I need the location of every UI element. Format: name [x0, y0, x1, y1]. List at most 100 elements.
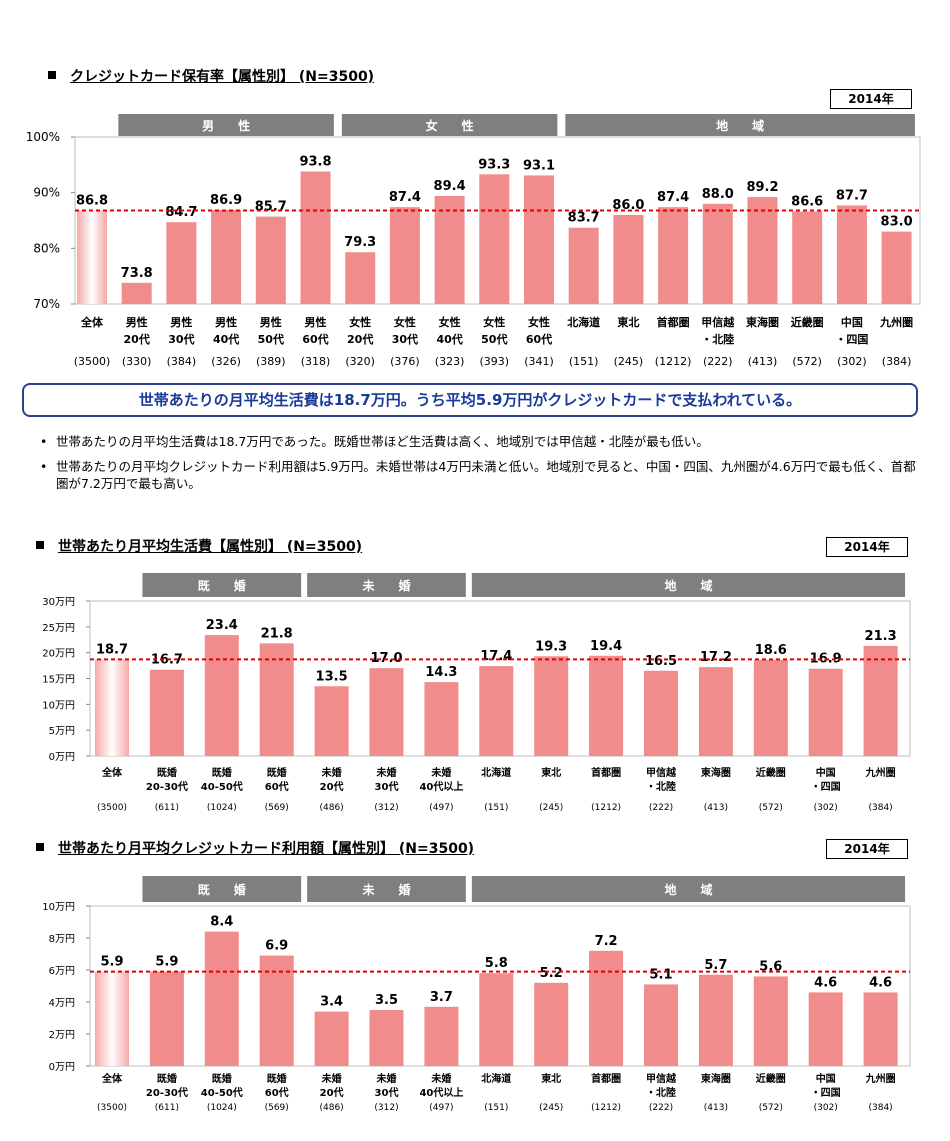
- category-label: 男性: [126, 315, 148, 329]
- category-label: 既婚: [157, 1072, 177, 1085]
- data-label: 5.8: [485, 956, 508, 971]
- category-label: 首都圏: [657, 315, 690, 329]
- category-label-line2: 20代: [320, 1086, 344, 1099]
- sample-count-label: (413): [748, 355, 778, 368]
- sample-count-label: (413): [704, 1103, 728, 1113]
- category-label-line2: 20-30代: [146, 1086, 188, 1099]
- data-label: 89.2: [746, 180, 778, 195]
- sample-count-label: (245): [614, 355, 644, 368]
- data-label: 5.7: [704, 958, 727, 973]
- group-header-bar: [142, 876, 302, 902]
- sample-count-label: (1212): [591, 1103, 621, 1113]
- section1-title: クレジットカード保有率【属性別】 (N=3500): [48, 66, 374, 86]
- category-label-line2: ・北陸: [646, 780, 676, 793]
- bar: [149, 971, 184, 1066]
- data-label: 5.2: [540, 966, 563, 981]
- data-label: 14.3: [425, 665, 457, 680]
- sample-count-label: (569): [265, 1103, 289, 1113]
- data-label: 4.6: [869, 975, 892, 990]
- category-label: 既婚: [157, 766, 177, 779]
- sample-count-label: (341): [524, 355, 554, 368]
- group-header-label: 既 婚: [198, 882, 246, 897]
- group-header-bar: [471, 876, 906, 902]
- data-label: 79.3: [344, 235, 376, 250]
- sample-count-label: (302): [814, 1103, 838, 1113]
- y-tick-label: 30万円: [42, 597, 75, 608]
- sample-count-label: (486): [319, 1103, 343, 1113]
- data-label: 86.8: [76, 193, 108, 208]
- data-label: 89.4: [434, 179, 466, 194]
- y-tick-label: 8万円: [49, 934, 75, 945]
- category-label: 女性: [349, 315, 371, 329]
- sample-count-label: (330): [122, 355, 152, 368]
- group-header-label: 男 性: [202, 118, 250, 133]
- sample-count-label: (3500): [97, 1103, 127, 1113]
- bar: [424, 1006, 459, 1066]
- category-label: 九州圏: [865, 766, 896, 779]
- data-label: 4.6: [814, 975, 837, 990]
- bar: [808, 668, 843, 756]
- category-label: 全体: [101, 766, 123, 779]
- bar: [314, 1011, 349, 1066]
- sample-count-label: (611): [155, 803, 179, 813]
- group-header-bar: [307, 876, 466, 902]
- bar: [255, 216, 286, 304]
- category-label: 既婚: [212, 766, 232, 779]
- bar: [479, 666, 514, 756]
- sample-count-label: (323): [435, 355, 465, 368]
- group-header-label: 地 域: [664, 578, 712, 593]
- category-label: 未婚: [430, 1072, 451, 1085]
- data-label: 3.4: [320, 995, 343, 1010]
- category-label: 九州圏: [865, 1072, 896, 1085]
- bar: [204, 931, 239, 1066]
- data-label: 5.1: [649, 967, 672, 982]
- sample-count-label: (302): [814, 803, 838, 813]
- data-label: 17.4: [480, 649, 512, 664]
- bar: [95, 971, 129, 1066]
- category-label: 東北: [617, 315, 639, 329]
- y-tick-label: 2万円: [49, 1030, 75, 1041]
- bar: [534, 656, 569, 756]
- category-label: 近畿圏: [756, 766, 786, 779]
- category-label-line2: 40代: [436, 332, 462, 346]
- sample-count-label: (320): [345, 355, 375, 368]
- bar: [95, 659, 129, 756]
- bar: [753, 659, 788, 756]
- y-tick-label: 100%: [26, 130, 60, 144]
- data-label: 8.4: [210, 915, 233, 930]
- category-label-line2: 20代: [124, 332, 150, 346]
- sample-count-label: (245): [539, 803, 563, 813]
- bar: [698, 667, 733, 756]
- category-label: 甲信越: [701, 315, 735, 329]
- sample-count-label: (1212): [655, 355, 692, 368]
- section1-title-text: クレジットカード保有率【属性別】 (N=3500): [70, 69, 375, 85]
- section2-title: 世帯あたり月平均生活費【属性別】 (N=3500): [36, 536, 362, 556]
- bar: [369, 668, 404, 756]
- category-label: 男性: [215, 315, 237, 329]
- category-label: 未婚: [376, 1072, 397, 1085]
- bar: [300, 171, 331, 304]
- group-header-label: 地 域: [664, 882, 712, 897]
- category-label: 未婚: [376, 766, 397, 779]
- category-label: 九州圏: [879, 315, 913, 329]
- data-label: 86.0: [612, 198, 644, 213]
- data-label: 5.9: [100, 955, 123, 970]
- section3-title: 世帯あたり月平均クレジットカード利用額【属性別】 (N=3500): [36, 838, 474, 858]
- bar: [204, 635, 239, 756]
- data-label: 21.8: [261, 626, 293, 641]
- group-header-bar: [565, 114, 915, 136]
- sample-count-label: (572): [759, 803, 783, 813]
- square-bullet-icon: [36, 843, 44, 851]
- sample-count-label: (389): [256, 355, 286, 368]
- group-header-label: 既 婚: [198, 578, 246, 593]
- category-label: 近畿圏: [756, 1072, 786, 1085]
- category-label-line2: 30代: [392, 332, 418, 346]
- sample-count-label: (393): [480, 355, 510, 368]
- bar: [808, 992, 843, 1066]
- category-label: 中国: [841, 315, 863, 329]
- group-header-bar: [118, 114, 334, 136]
- data-label: 18.6: [755, 643, 787, 658]
- category-label: 中国: [816, 766, 836, 779]
- category-label: 東北: [541, 766, 561, 779]
- category-label: 未婚: [321, 766, 342, 779]
